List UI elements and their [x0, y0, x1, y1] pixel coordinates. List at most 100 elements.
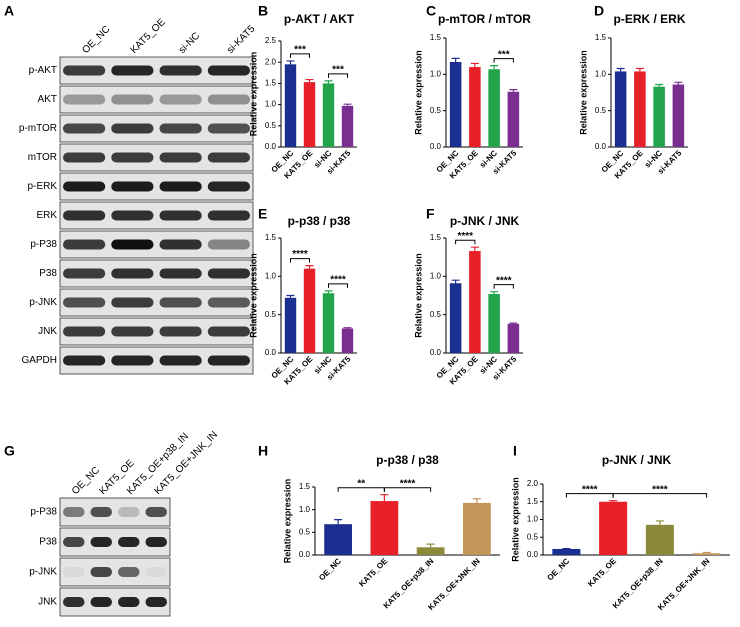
panel-letter: A [4, 3, 14, 19]
panel-letter: G [4, 443, 15, 459]
bar [552, 548, 581, 555]
row-label: mTOR [28, 152, 57, 163]
panel-letter: F [426, 206, 435, 222]
blot-band [111, 239, 154, 250]
x-tick-label: KAT5_OE+p38_IN [382, 556, 436, 610]
error-bar [655, 520, 664, 525]
blot-band [118, 507, 140, 517]
significance-label: **** [330, 275, 346, 286]
blot-band [159, 181, 202, 192]
row-label: p-P38 [30, 239, 57, 250]
x-tick-label: OE_NC [317, 556, 343, 582]
row-label: AKT [38, 94, 57, 105]
y-axis-label: Relative expression [248, 253, 258, 338]
row-label: JNK [38, 326, 57, 337]
blot-band [145, 597, 167, 607]
bar [324, 524, 352, 555]
blot-band [111, 268, 154, 279]
blot-band [63, 507, 85, 517]
bar [507, 91, 520, 147]
blot-band [207, 268, 250, 279]
lane-label: si-KAT5 [225, 23, 258, 56]
significance-bracket [493, 284, 514, 289]
blot-band [63, 94, 106, 105]
y-tick-label: 1.5 [265, 79, 277, 88]
y-tick-label: 0.5 [595, 106, 607, 115]
bar [645, 524, 674, 555]
y-tick-label: 0.0 [430, 142, 442, 151]
bar [284, 297, 297, 353]
x-tick-label: KAT5_OE+JNK_IN [426, 556, 482, 612]
bar [488, 69, 500, 147]
blot-band [90, 567, 112, 577]
significance-bracket [328, 73, 348, 78]
blot-band [90, 507, 112, 517]
y-tick-label: 1.0 [265, 271, 277, 280]
y-tick-label: 0.5 [299, 527, 311, 536]
significance-label: **** [400, 478, 416, 489]
y-tick-label: 0.0 [299, 550, 311, 559]
error-bar [343, 103, 352, 106]
significance-label: **** [652, 484, 668, 495]
significance-label: ** [357, 478, 365, 489]
blot-band [63, 355, 106, 366]
error-bar [343, 327, 352, 329]
chart-title: p-JNK / JNK [450, 214, 520, 228]
blot-band [145, 537, 167, 547]
lane-label: KAT5_OE [129, 17, 168, 56]
bar [370, 501, 399, 555]
y-axis-label: Relative expression [248, 52, 258, 137]
error-bar [609, 500, 618, 502]
blot-band [63, 326, 106, 337]
bar [322, 293, 335, 353]
y-tick-label: 0.0 [595, 142, 607, 151]
bar [507, 323, 520, 353]
blot-band [159, 210, 202, 221]
y-axis-label: Relative expression [413, 253, 423, 338]
blot-band [111, 297, 154, 308]
y-tick-label: 1.5 [430, 233, 442, 242]
y-axis-label: Relative expression [413, 50, 423, 135]
bar [449, 61, 462, 148]
blot-band [111, 210, 154, 221]
bar [469, 251, 481, 353]
error-bar [286, 294, 295, 298]
blot-band [118, 597, 140, 607]
significance-label: **** [496, 275, 512, 286]
row-label: p-JNK [29, 567, 57, 578]
bar [599, 501, 628, 555]
y-tick-label: 1.0 [527, 515, 539, 524]
blot-band [145, 567, 167, 577]
blot-band [118, 537, 140, 547]
panel-letter: C [426, 3, 436, 19]
x-tick-label: KAT5_OE [357, 556, 390, 589]
error-bar [324, 290, 333, 294]
y-tick-label: 2.5 [265, 36, 277, 45]
row-label: p-AKT [29, 65, 57, 76]
blot-band [159, 239, 202, 250]
error-bar [334, 519, 343, 525]
blot-band [63, 268, 106, 279]
bar [284, 64, 297, 147]
chart-title: p-ERK / ERK [614, 12, 686, 26]
blot-band [63, 210, 106, 221]
bar [449, 283, 462, 353]
error-bar [426, 543, 435, 548]
bar [488, 293, 500, 353]
blot-band [63, 152, 106, 163]
blot-band [90, 597, 112, 607]
significance-label: *** [332, 64, 344, 75]
significance-bracket [493, 58, 514, 63]
blot-band [111, 152, 154, 163]
chart-title: p-AKT / AKT [284, 12, 355, 26]
y-tick-label: 2.0 [527, 479, 539, 488]
lane-label: OE_NC [70, 465, 102, 497]
blot-band [111, 123, 154, 134]
row-label: JNK [38, 597, 57, 608]
y-tick-label: 2.0 [265, 57, 277, 66]
blot-band [207, 355, 250, 366]
y-tick-label: 1.0 [430, 271, 442, 280]
y-tick-label: 0.0 [265, 348, 277, 357]
error-bar [286, 60, 295, 65]
